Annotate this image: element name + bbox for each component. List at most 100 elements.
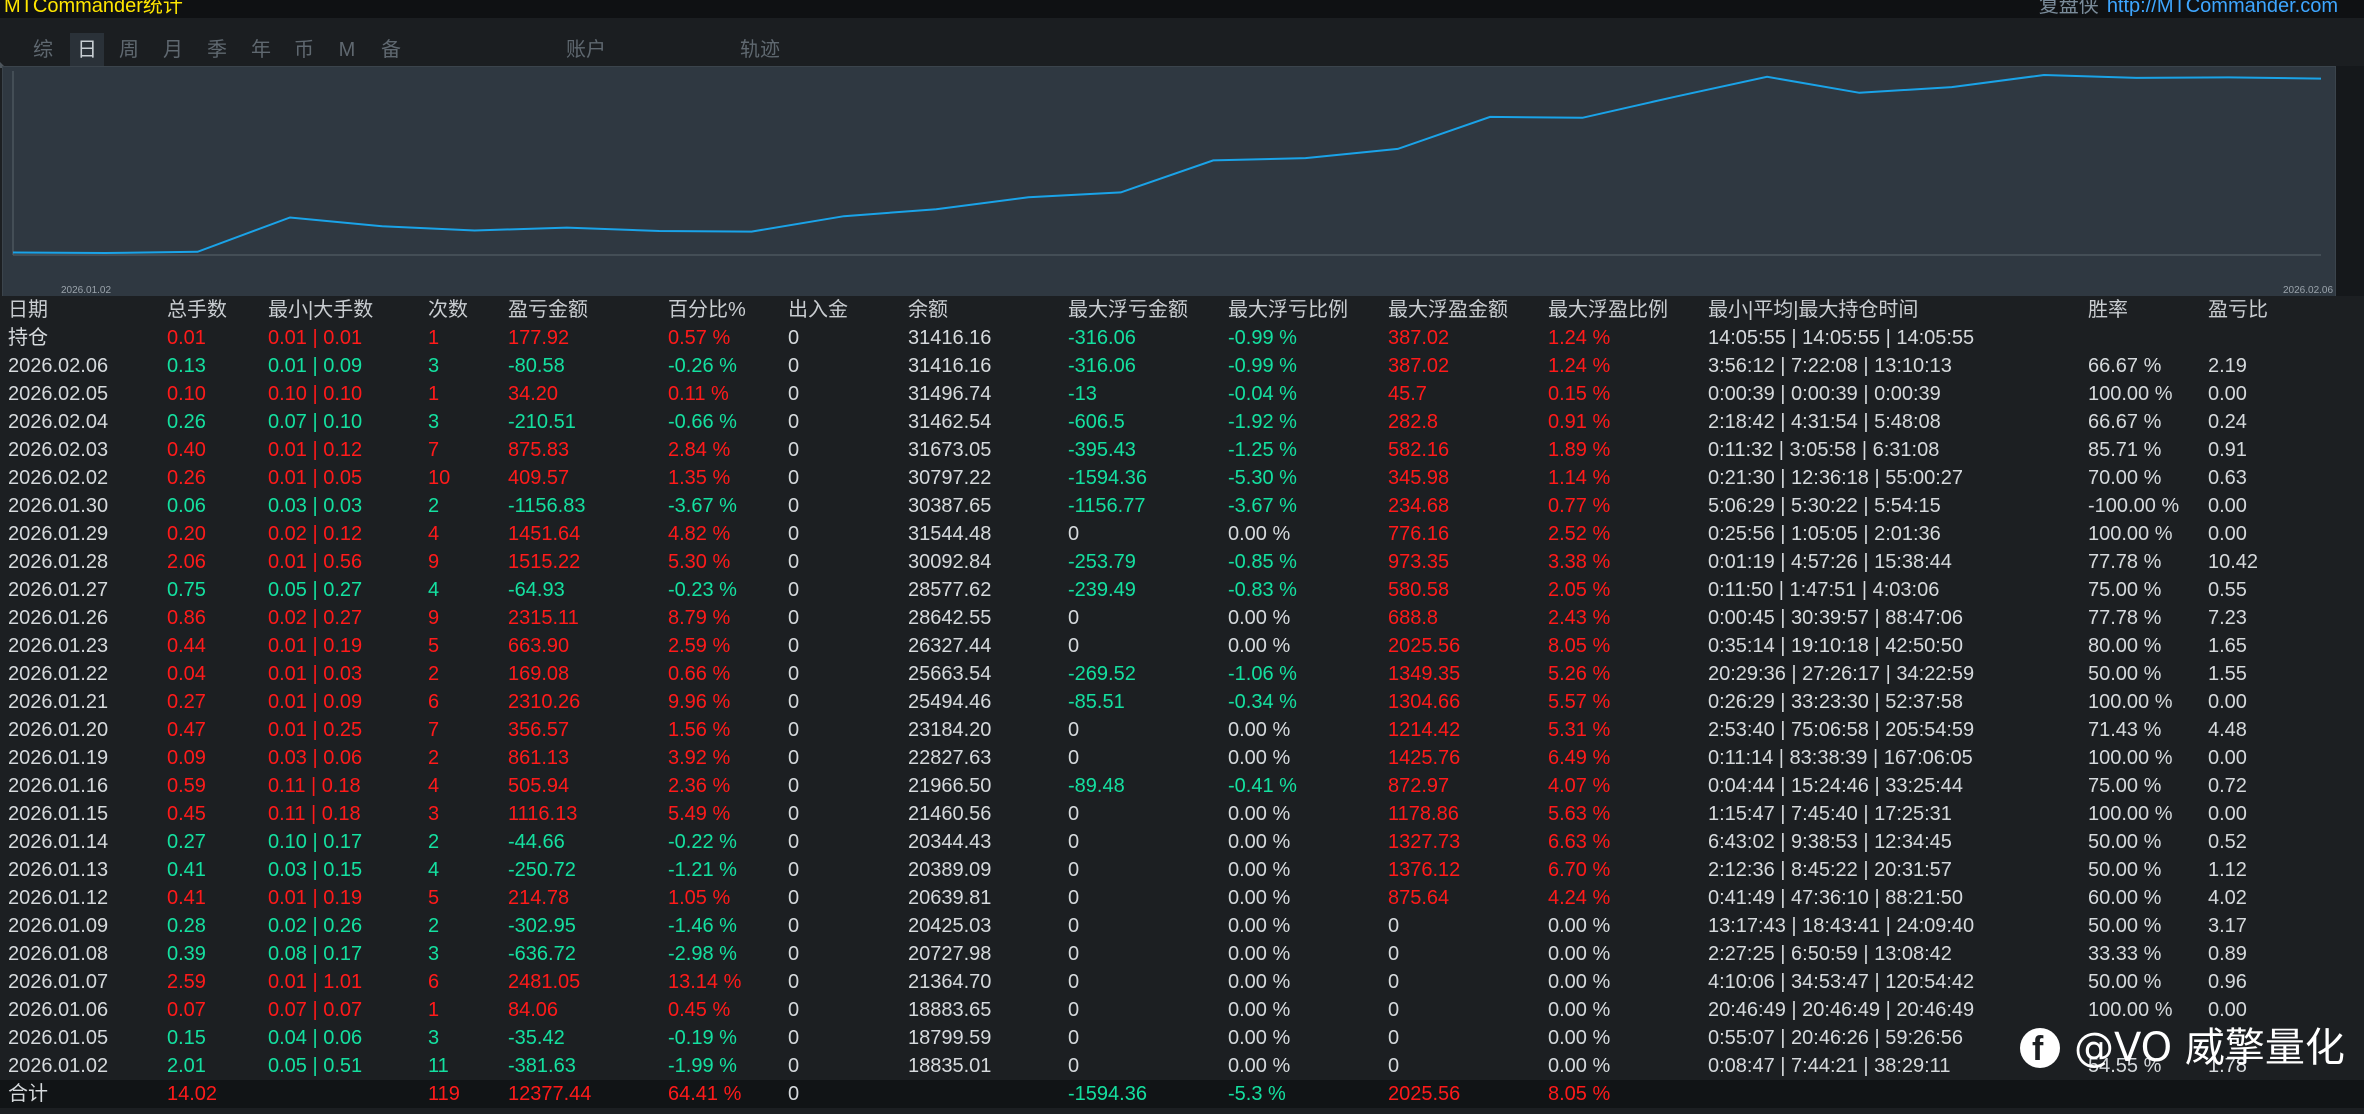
column-header-count[interactable]: 次数: [428, 299, 468, 321]
cell-count: 3: [428, 411, 440, 433]
cell-pnl: -381.63: [508, 1055, 576, 1077]
total-cell-fpp: 8.05 %: [1548, 1083, 1611, 1105]
cell-lots: 0.27: [167, 831, 206, 853]
cell-rr: 1.12: [2208, 859, 2247, 881]
cell-fpp: 6.49 %: [1548, 747, 1611, 769]
tab-2[interactable]: 周: [119, 39, 139, 61]
column-header-io[interactable]: 出入金: [788, 299, 848, 321]
cell-minmax: 0.01 | 0.03: [268, 663, 363, 685]
cell-win: 33.33 %: [2088, 943, 2162, 965]
cell-lots: 0.28: [167, 915, 206, 937]
cell-fpp: 2.43 %: [1548, 607, 1611, 629]
tab-3[interactable]: 月: [163, 39, 183, 61]
table-row[interactable]: 2026.02.02 0.26 0.01 | 0.05 10 409.57 1.35 % 0…: [0, 464, 2364, 492]
cell-minmax: 0.01 | 0.19: [268, 887, 363, 909]
cell-io: 0: [788, 663, 800, 685]
column-header-flp[interactable]: 最大浮亏比例: [1228, 299, 1348, 321]
cell-count: 3: [428, 355, 440, 377]
table-row[interactable]: 2026.01.02 2.01 0.05 | 0.51 11 -381.63 -1.99 …: [0, 1052, 2364, 1080]
table-row[interactable]: 2026.01.15 0.45 0.11 | 0.18 3 1116.13 5.49 % 0…: [0, 800, 2364, 828]
watermark-text: @VO 威擎量化: [2074, 1025, 2345, 1071]
tab-0[interactable]: 综: [33, 39, 53, 61]
table-row[interactable]: 2026.02.04 0.26 0.07 | 0.10 3 -210.51 -0.66 %…: [0, 408, 2364, 436]
cell-pnl: -1156.83: [508, 495, 586, 517]
column-header-minmax[interactable]: 最小|大手数: [268, 299, 374, 321]
tab-1[interactable]: 日: [70, 33, 104, 67]
tab-9[interactable]: 账户: [566, 39, 606, 61]
cell-rr: 7.23: [2208, 607, 2247, 629]
cell-bal: 21364.70: [908, 971, 992, 993]
cell-flp: 0.00 %: [1228, 1055, 1291, 1077]
table-row[interactable]: 2026.01.30 0.06 0.03 | 0.03 2 -1156.83 -3.67 …: [0, 492, 2364, 520]
tab-4[interactable]: 季: [207, 39, 227, 61]
tab-7[interactable]: M: [338, 39, 356, 61]
cell-date: 2026.01.19: [8, 747, 109, 769]
column-header-bal[interactable]: 余额: [908, 299, 948, 321]
column-header-date[interactable]: 日期: [8, 299, 48, 321]
cell-flp: 0.00 %: [1228, 971, 1291, 993]
cell-fpp: 0.15 %: [1548, 383, 1611, 405]
cell-pct: 0.11 %: [668, 383, 729, 405]
total-cell-io: 0: [788, 1083, 800, 1105]
cell-time: 0:41:49 | 47:36:10 | 88:21:50: [1708, 887, 1964, 909]
column-header-time[interactable]: 最小|平均|最大持仓时间: [1708, 299, 1919, 321]
cell-count: 10: [428, 467, 451, 489]
table-row[interactable]: 2026.01.12 0.41 0.01 | 0.19 5 214.78 1.05 % 0 2…: [0, 884, 2364, 912]
cell-minmax: 0.08 | 0.17: [268, 943, 363, 965]
table-row[interactable]: 2026.01.19 0.09 0.03 | 0.06 2 861.13 3.92 % 0 2…: [0, 744, 2364, 772]
table-row[interactable]: 2026.01.20 0.47 0.01 | 0.25 7 356.57 1.56 % 0 2…: [0, 716, 2364, 744]
cell-fp: 872.97: [1388, 775, 1450, 797]
cell-fp: 973.35: [1388, 551, 1450, 573]
column-header-rr[interactable]: 盈亏比: [2208, 299, 2268, 321]
website-link[interactable]: http://MTCommander.com: [2106, 0, 2338, 17]
tab-5[interactable]: 年: [251, 39, 271, 61]
column-header-pnl[interactable]: 盈亏金额: [508, 299, 588, 321]
column-header-pct[interactable]: 百分比%: [668, 299, 746, 321]
cell-win: 50.00 %: [2088, 859, 2162, 881]
column-header-fl[interactable]: 最大浮亏金额: [1068, 299, 1188, 321]
cell-minmax: 0.01 | 0.05: [268, 467, 363, 489]
table-row[interactable]: 2026.02.05 0.10 0.10 | 0.10 1 34.20 0.11 % 0 31…: [0, 380, 2364, 408]
table-row[interactable]: 2026.01.16 0.59 0.11 | 0.18 4 505.94 2.36 % 0 2…: [0, 772, 2364, 800]
cell-flp: -5.30 %: [1228, 467, 1297, 489]
column-header-fpp[interactable]: 最大浮盈比例: [1548, 299, 1668, 321]
cell-flp: 0.00 %: [1228, 859, 1291, 881]
table-row[interactable]: 2026.01.26 0.86 0.02 | 0.27 9 2315.11 8.79 % 0…: [0, 604, 2364, 632]
cell-fpp: 5.63 %: [1548, 803, 1611, 825]
cell-time: 6:43:02 | 9:38:53 | 12:34:45: [1708, 831, 1952, 853]
table-row[interactable]: 2026.01.07 2.59 0.01 | 1.01 6 2481.05 13.14 %…: [0, 968, 2364, 996]
tab-8[interactable]: 备: [381, 39, 401, 61]
cell-win: 100.00 %: [2088, 523, 2173, 545]
column-header-win[interactable]: 胜率: [2088, 299, 2128, 321]
table-row[interactable]: 持仓 0.01 0.01 | 0.01 1 177.92 0.57 % 0 31416.16 -…: [0, 324, 2364, 352]
cell-pct: 4.82 %: [668, 523, 731, 545]
table-row[interactable]: 2026.01.23 0.44 0.01 | 0.19 5 663.90 2.59 % 0 2…: [0, 632, 2364, 660]
cell-date: 2026.02.04: [8, 411, 109, 433]
table-row[interactable]: 2026.01.08 0.39 0.08 | 0.17 3 -636.72 -2.98 %…: [0, 940, 2364, 968]
cell-count: 5: [428, 635, 440, 657]
cell-io: 0: [788, 859, 800, 881]
cell-fp: 0: [1388, 915, 1400, 937]
cell-fl: 0: [1068, 971, 1080, 993]
table-row[interactable]: 2026.01.21 0.27 0.01 | 0.09 6 2310.26 9.96 % 0…: [0, 688, 2364, 716]
cell-date: 2026.02.02: [8, 467, 109, 489]
tab-10[interactable]: 轨迹: [740, 39, 780, 61]
table-row[interactable]: 2026.01.09 0.28 0.02 | 0.26 2 -302.95 -1.46 %…: [0, 912, 2364, 940]
table-row[interactable]: 2026.01.13 0.41 0.03 | 0.15 4 -250.72 -1.21 %…: [0, 856, 2364, 884]
cell-pnl: 409.57: [508, 467, 570, 489]
cell-pnl: 1515.22: [508, 551, 581, 573]
table-row[interactable]: 2026.02.06 0.13 0.01 | 0.09 3 -80.58 -0.26 % 0…: [0, 352, 2364, 380]
table-row[interactable]: 2026.02.03 0.40 0.01 | 0.12 7 875.83 2.84 % 0 3…: [0, 436, 2364, 464]
tab-6[interactable]: 币: [294, 39, 314, 61]
table-row[interactable]: 2026.01.05 0.15 0.04 | 0.06 3 -35.42 -0.19 % 0…: [0, 1024, 2364, 1052]
table-row[interactable]: 2026.01.06 0.07 0.07 | 0.07 1 84.06 0.45 % 0 18…: [0, 996, 2364, 1024]
table-row[interactable]: 2026.01.28 2.06 0.01 | 0.56 9 1515.22 5.30 % 0…: [0, 548, 2364, 576]
cell-count: 5: [428, 887, 440, 909]
cell-time: 0:00:45 | 30:39:57 | 88:47:06: [1708, 607, 1964, 629]
column-header-fp[interactable]: 最大浮盈金额: [1388, 299, 1508, 321]
column-header-lots[interactable]: 总手数: [167, 299, 227, 321]
table-row[interactable]: 2026.01.29 0.20 0.02 | 0.12 4 1451.64 4.82 % 0…: [0, 520, 2364, 548]
table-row[interactable]: 2026.01.14 0.27 0.10 | 0.17 2 -44.66 -0.22 % 0…: [0, 828, 2364, 856]
table-row[interactable]: 2026.01.22 0.04 0.01 | 0.03 2 169.08 0.66 % 0 2…: [0, 660, 2364, 688]
table-row[interactable]: 2026.01.27 0.75 0.05 | 0.27 4 -64.93 -0.23 % 0…: [0, 576, 2364, 604]
